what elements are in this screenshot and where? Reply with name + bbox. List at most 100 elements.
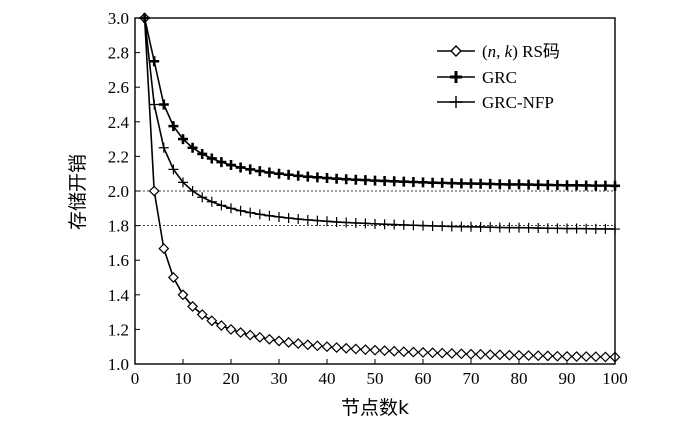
point-grcnfp-41 xyxy=(533,223,544,234)
point-grcnfp-40 xyxy=(523,222,534,233)
point-rs-37 xyxy=(494,349,506,361)
point-rs-34 xyxy=(465,348,477,360)
y-tick-label-7: 2.4 xyxy=(108,113,130,132)
point-grc-2 xyxy=(158,99,169,110)
point-grc-36 xyxy=(485,178,496,189)
point-grcnfp-21 xyxy=(341,217,352,228)
point-grc-21 xyxy=(341,174,352,185)
point-grc-39 xyxy=(514,179,524,190)
point-grcnfp-20 xyxy=(331,216,342,227)
point-grc-3 xyxy=(168,121,179,132)
point-grc-38 xyxy=(504,179,515,190)
point-rs-24 xyxy=(369,344,381,356)
point-grcnfp-26 xyxy=(389,219,400,230)
point-rs-17 xyxy=(302,339,314,351)
point-grc-13 xyxy=(264,167,275,178)
point-rs-8 xyxy=(215,320,227,332)
point-rs-42 xyxy=(542,350,554,362)
point-grcnfp-24 xyxy=(370,218,380,229)
point-grcnfp-33 xyxy=(456,221,467,232)
point-grc-6 xyxy=(197,148,208,159)
point-rs-39 xyxy=(513,349,525,361)
point-grcnfp-45 xyxy=(571,223,582,234)
point-rs-14 xyxy=(273,335,285,347)
point-grcnfp-29 xyxy=(418,220,428,231)
x-tick-label-0: 0 xyxy=(131,369,140,388)
tick-labels: 0 10 20 30 40 50 60 70 80 90 100 1.0 1.2 1.4 1.6 1.8 2.0… xyxy=(108,9,628,388)
point-grc-4 xyxy=(178,134,188,145)
point-grc-34 xyxy=(466,178,476,189)
point-grcnfp-47 xyxy=(590,223,601,234)
point-rs-1 xyxy=(148,185,160,197)
point-rs-28 xyxy=(407,346,419,358)
point-grcnfp-44 xyxy=(562,223,572,234)
point-rs-32 xyxy=(446,347,458,359)
point-grcnfp-42 xyxy=(542,223,553,234)
point-grcnfp-31 xyxy=(437,221,448,232)
point-grc-33 xyxy=(456,178,467,189)
point-rs-47 xyxy=(590,351,602,363)
y-tick-label-10: 3.0 xyxy=(108,9,129,28)
point-rs-22 xyxy=(350,343,362,355)
x-tick-label-9: 90 xyxy=(559,369,576,388)
point-rs-29 xyxy=(417,346,429,358)
point-grc-8 xyxy=(216,157,227,168)
point-rs-36 xyxy=(484,349,496,361)
point-grcnfp-48 xyxy=(600,223,611,234)
point-rs-27 xyxy=(398,346,410,358)
point-grcnfp-43 xyxy=(552,223,563,234)
point-grc-47 xyxy=(590,180,601,191)
point-grc-17 xyxy=(302,171,313,182)
point-grc-27 xyxy=(398,176,409,187)
x-tick-label-4: 40 xyxy=(319,369,336,388)
point-grc-40 xyxy=(523,179,534,190)
point-grc-20 xyxy=(331,173,342,184)
point-rs-45 xyxy=(571,351,583,363)
point-grc-46 xyxy=(581,180,592,191)
x-tick-label-7: 70 xyxy=(463,369,480,388)
point-grcnfp-8 xyxy=(216,200,227,211)
point-grc-19 xyxy=(322,173,332,184)
point-rs-19 xyxy=(321,341,333,353)
x-tick-label-1: 10 xyxy=(175,369,192,388)
legend-label-rs: (n, k) RS码 xyxy=(482,42,560,61)
point-rs-26 xyxy=(388,345,400,357)
point-grcnfp-4 xyxy=(178,177,188,188)
point-grcnfp-22 xyxy=(350,218,361,229)
point-rs-48 xyxy=(599,351,611,363)
plot-frame xyxy=(134,17,616,365)
point-grc-10 xyxy=(235,162,246,173)
point-grcnfp-3 xyxy=(168,164,179,175)
point-rs-9 xyxy=(225,323,237,335)
x-tick-label-5: 50 xyxy=(367,369,384,388)
point-rs-10 xyxy=(235,327,247,338)
point-grcnfp-16 xyxy=(293,214,304,225)
point-grc-1 xyxy=(149,56,160,67)
point-rs-25 xyxy=(379,345,391,357)
legend: (n, k) RS码 GRC GRC-NFP xyxy=(437,42,560,112)
point-grcnfp-1 xyxy=(149,99,160,110)
point-rs-30 xyxy=(427,347,439,359)
point-grcnfp-34 xyxy=(466,221,476,232)
point-grc-18 xyxy=(312,172,323,183)
point-rs-15 xyxy=(283,336,295,348)
point-grc-11 xyxy=(245,164,256,175)
legend-label-grc: GRC xyxy=(482,68,517,87)
point-grc-29 xyxy=(418,177,428,188)
point-rs-18 xyxy=(311,340,323,352)
point-grc-45 xyxy=(571,180,582,191)
point-grcnfp-32 xyxy=(446,221,457,232)
point-grcnfp-27 xyxy=(398,219,409,230)
point-rs-13 xyxy=(263,333,275,345)
point-grcnfp-13 xyxy=(264,210,275,221)
point-rs-3 xyxy=(167,272,179,283)
point-grcnfp-25 xyxy=(379,219,390,230)
point-grcnfp-11 xyxy=(245,207,256,218)
point-rs-44 xyxy=(561,350,573,362)
point-grc-24 xyxy=(370,175,380,186)
point-grcnfp-7 xyxy=(206,196,217,207)
point-grcnfp-28 xyxy=(408,220,419,231)
point-rs-6 xyxy=(196,309,208,320)
y-tick-label-9: 2.8 xyxy=(108,44,129,63)
point-grc-44 xyxy=(562,180,572,191)
